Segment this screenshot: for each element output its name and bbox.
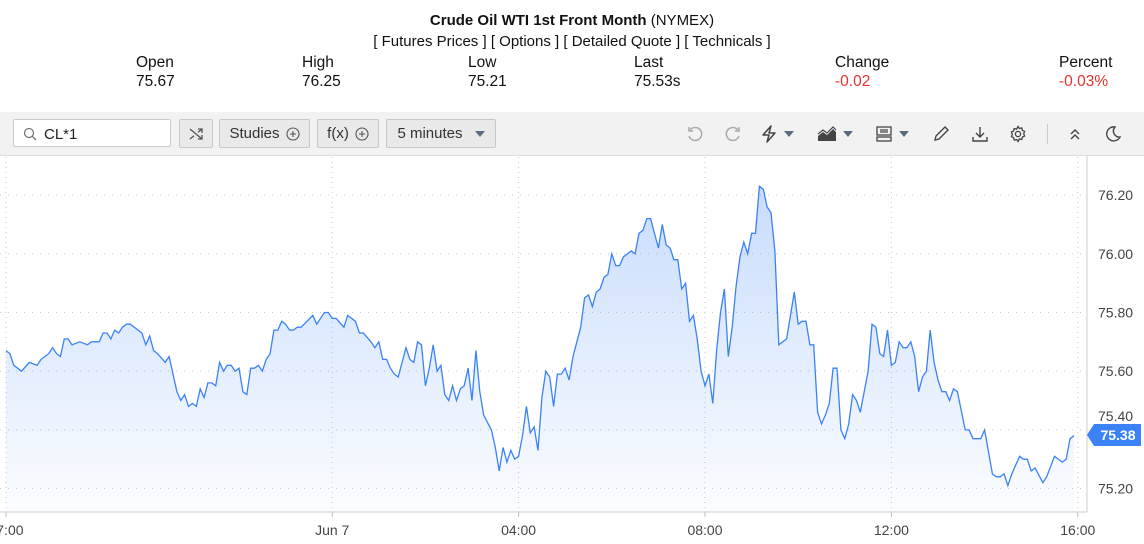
area-chart-icon [817,126,837,141]
studies-label: Studies [229,125,280,142]
stat-label: Low [468,54,497,71]
stat-low: Low 75.21 [468,53,507,91]
stat-value: 76.25 [302,73,341,90]
stat-value: -0.03% [1059,73,1109,90]
toolbar-divider [1047,124,1048,144]
interval-dropdown[interactable]: 5 minutes [386,119,496,148]
instrument-title: Crude Oil WTI 1st Front Month (NYMEX) [0,12,1144,29]
compare-button[interactable] [179,119,213,148]
stat-label: Last [634,54,664,71]
studies-button[interactable]: Studies [219,119,310,148]
undo-button[interactable] [684,123,706,145]
stat-label: Change [835,54,890,71]
stat-value: -0.02 [835,73,871,90]
stat-label: High [302,54,334,71]
x-tick-label: 16:00 [1060,522,1095,538]
link-detailed-quote[interactable]: [ Detailed Quote ] [563,33,681,50]
lightning-icon [762,125,776,143]
link-options[interactable]: [ Options ] [490,33,560,50]
undo-icon [688,126,703,142]
stat-value: 75.53s [634,73,681,90]
search-icon [23,127,37,141]
moon-icon [1106,126,1122,142]
instrument-name: Crude Oil WTI 1st Front Month [429,12,647,29]
x-tick-label: 08:00 [687,522,722,538]
last-price-tag: 75.38 [1087,424,1141,446]
collapse-button[interactable] [1064,123,1086,145]
price-chart[interactable]: 75.20 75.40 75.60 75.80 76.00 76.20 17:00 Jun 7… [0,156,1144,544]
layout-icon [876,126,892,142]
link-futures-prices[interactable]: [ Futures Prices ] [373,33,487,50]
redo-button[interactable] [722,123,744,145]
download-icon [972,127,988,142]
link-technicals[interactable]: [ Technicals ] [684,33,771,50]
stat-label: Percent [1059,54,1113,71]
x-tick-label: 12:00 [874,522,909,538]
redo-icon [725,126,740,142]
y-tick-label: 76.20 [1098,187,1133,203]
symbol-search[interactable] [13,119,171,147]
settings-button[interactable] [1007,123,1029,145]
stat-change: Change -0.02 [835,53,889,91]
x-tick-label: 17:00 [0,522,24,538]
dark-mode-button[interactable] [1102,123,1124,145]
interval-label: 5 minutes [397,125,463,142]
chart-type-dropdown[interactable] [817,123,857,145]
caret-down-icon [784,131,794,137]
axes: 75.20 75.40 75.60 75.80 76.00 76.20 17:00 Jun 7… [0,156,1133,538]
exchange-name: (NYMEX) [650,12,715,29]
x-tick-label: 04:00 [501,522,536,538]
plus-circle-icon [285,126,300,141]
plus-circle-icon [355,126,369,141]
gear-icon [1010,125,1026,143]
stat-percent: Percent -0.03% [1059,53,1112,91]
stat-label: Open [136,54,174,71]
double-chevron-up-icon [1070,129,1080,140]
caret-down-icon [474,130,485,137]
y-tick-label: 75.40 [1098,408,1133,424]
pencil-icon [934,126,949,141]
fx-label: f(x) [327,125,349,142]
draw-button[interactable] [930,123,952,145]
fx-button[interactable]: f(x) [317,119,379,148]
download-button[interactable] [969,123,991,145]
price-area [6,186,1074,513]
shuffle-icon [189,127,203,140]
stat-last: Last 75.53s [634,53,681,91]
layout-dropdown[interactable] [875,123,915,145]
price-line [5,185,1075,488]
symbol-input[interactable] [42,123,166,145]
stat-open: Open 75.67 [136,53,175,91]
stat-high: High 76.25 [302,53,341,91]
stat-value: 75.67 [136,73,175,90]
chart-toolbar: Studies f(x) 5 minutes [0,112,1144,156]
y-tick-label: 75.60 [1098,363,1133,379]
y-tick-label: 75.80 [1098,304,1133,320]
caret-down-icon [843,131,853,137]
stat-value: 75.21 [468,73,507,90]
quote-links: [ Futures Prices ] [ Options ] [ Detaile… [0,33,1144,50]
last-price-value: 75.38 [1100,427,1135,443]
y-tick-label: 75.20 [1098,481,1133,497]
y-tick-label: 76.00 [1098,246,1133,262]
caret-down-icon [899,131,909,137]
events-dropdown[interactable] [760,123,800,145]
x-tick-label: Jun 7 [315,522,349,538]
